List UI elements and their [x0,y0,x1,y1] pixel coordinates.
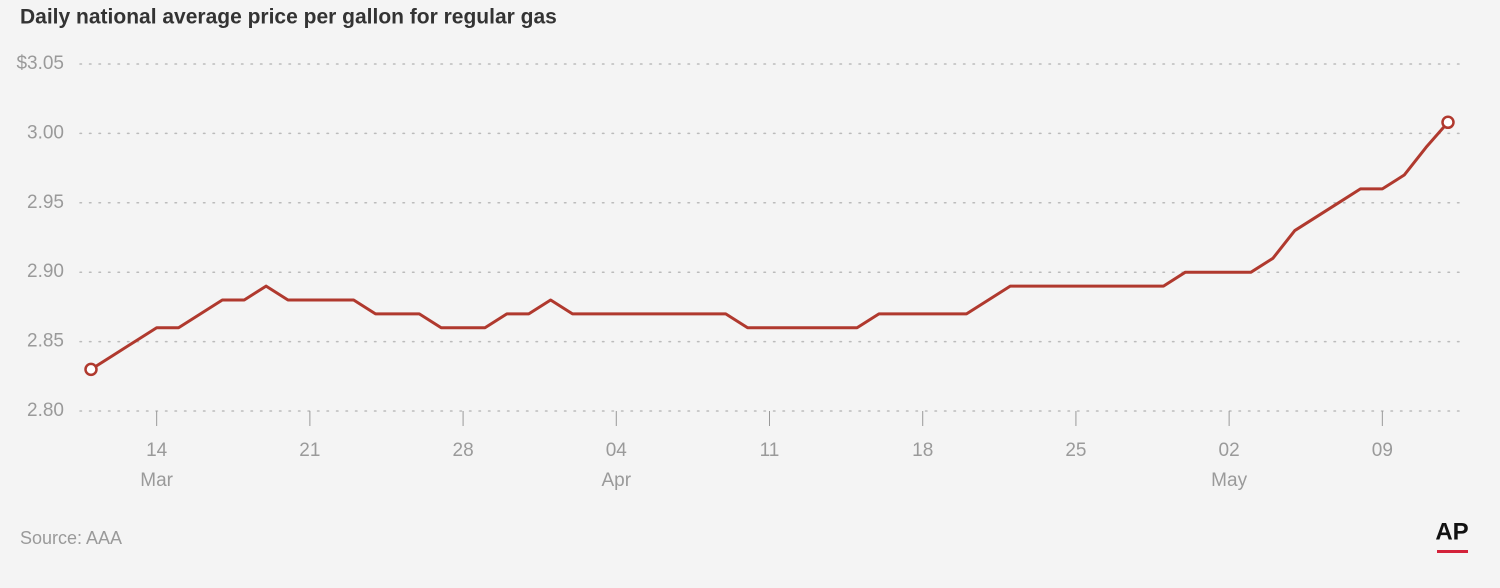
x-tick-label: 02 [1219,440,1240,461]
y-tick-label: 2.95 [27,192,64,213]
y-tick-label: 2.90 [27,261,64,282]
x-tick-label: 11 [760,440,780,461]
x-tick-label: 18 [912,440,933,461]
x-tick-label: 25 [1065,440,1086,461]
y-tick-label: 2.80 [27,400,64,421]
end-marker [1441,115,1455,130]
x-tick-label: 14 [146,440,168,461]
line [90,121,1450,371]
x-tick-label: 28 [453,440,474,461]
x-tick-month: Mar [140,470,173,491]
x-tick-label: 09 [1372,440,1393,461]
logo: AP [1435,518,1468,545]
x-tick-month: May [1211,470,1247,491]
y-tick-label: 2.85 [27,331,64,352]
x-tick-label: 21 [299,440,320,461]
x-tick-month: Apr [602,470,632,491]
y-tick-label: $3.05 [16,53,64,74]
end-marker [84,362,98,377]
logo-underline [1437,550,1468,553]
source: Source: AAA [20,528,122,548]
y-tick-label: 3.00 [27,122,64,143]
chart-title: Daily national average price per gallon … [20,6,557,29]
x-tick-label: 04 [606,440,628,461]
